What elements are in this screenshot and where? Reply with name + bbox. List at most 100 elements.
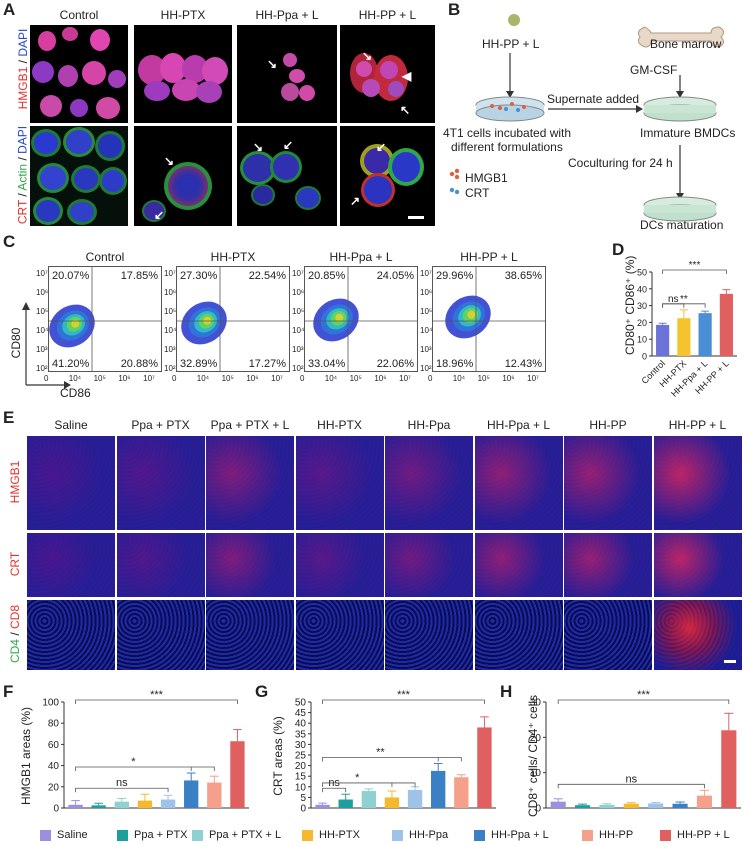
bar-ppa-ptx [91,805,106,808]
tissue-image [116,533,205,597]
tissue-image [295,436,384,530]
panel-label-f: F [3,682,14,701]
significance-label: ns [116,777,128,789]
y-tick-label: 0 [53,804,59,815]
bar-hh-ppa [160,799,176,808]
flow-y-tick: 10⁷ [292,269,304,279]
quadrant-ur-value: 17.85% [121,270,159,282]
flow-x-tick: 0 [300,374,305,383]
flow-x-tick: 10⁶ [374,374,387,383]
significance-bracket [322,782,393,787]
panel-label-e: E [3,408,15,427]
flow-y-axis-label: CD80 [9,327,23,359]
y-tick-label: 50 [295,698,307,709]
crt-stain-label: CRT [15,199,30,225]
bar-hh-ptx [137,800,153,808]
flow-plot-title: Control [85,250,125,264]
legend-label: HH-PP [599,829,634,841]
flow-y-tick: 10² [292,364,304,373]
quadrant-ul-value: 20.85% [308,270,346,282]
flow-x-tick: 10⁷ [143,374,155,383]
bar-hh-pp-l [721,730,737,808]
significance-label: *** [150,689,164,701]
quadrant-ll-value: 41.20% [52,358,90,370]
legend-swatch [117,829,128,841]
flow-plot-title: HH-Ppa + L [329,250,393,264]
flow-x-tick: 10⁵ [221,374,234,383]
flow-x-tick: 0 [428,374,433,383]
flow-y-tick: 10⁷ [36,269,48,279]
bar-saline [68,804,83,808]
flow-x-tick: 0 [44,374,49,383]
flow-y-tick: 10⁴ [36,326,49,336]
y-tick-label: 15 [295,772,307,783]
flow-y-tick: 10⁵ [420,307,433,317]
flow-y-tick: 10⁷ [164,269,176,279]
legend-swatch [40,829,51,841]
tissue-image [474,600,563,670]
bar-hh-pp [454,777,469,808]
tissue-column-header: HH-PP [589,418,627,432]
legend-label: HH-PTX [319,829,360,841]
significance-label: *** [637,689,651,701]
tissue-row-label: CD4 / CD8 [8,589,22,679]
significance-bracket [322,699,485,704]
micrograph-hmgb1-hhpp: ↘ ◀ ↖ [340,25,435,123]
bone-marrow-label: Bone marrow [650,37,722,51]
flow-x-tick: 10⁷ [399,374,411,383]
bar-hh-pp-l [719,293,733,356]
flow-x-tick: 10⁷ [271,374,283,383]
quadrant-ur-value: 22.54% [249,270,287,282]
tissue-column-header: HH-Ppa + L [486,418,551,432]
flow-y-tick: 10³ [292,345,304,355]
scale-bar [723,660,736,663]
tissue-image [653,533,742,597]
y-tick-label: 30 [530,698,542,709]
tissue-image [295,533,384,597]
immature-bmdc-label: Immature BMDCs [640,126,736,140]
tissue-column-header: HH-PTX [317,418,362,432]
legend-swatch [474,829,485,841]
significance-bracket [75,787,169,793]
label-separator: / [15,153,30,164]
tissue-image [206,436,294,530]
dapi-stain-label: DAPI [15,125,30,154]
tissue-row-label: HMGB1 [8,437,22,527]
significance-bracket [557,699,730,704]
flow-y-tick: 10² [36,364,48,373]
stain-name: / [8,629,22,640]
quadrant-ul-value: 29.96% [436,270,474,282]
panel-label-d: D [612,240,625,259]
flow-y-tick: 10² [420,364,432,373]
micrograph-crt-hhpp: ↙ ↗ [340,126,435,226]
significance-label: ns [626,773,638,785]
quadrant-ur-value: 24.05% [377,270,415,282]
cells-label-2: different formulations [451,140,563,154]
cells-label-1: 4T1 cells incubated with [443,126,572,140]
bar-control [656,324,670,356]
flow-x-tick: 10⁴ [452,374,466,383]
tissue-image [564,436,652,530]
bar-hh-ppa-l [431,770,446,808]
label-separator: / [16,56,30,67]
legend-item: Ppa + PTX [117,829,188,841]
tissue-image [206,533,294,597]
density-contour [335,313,344,322]
flow-x-tick: 10⁴ [196,374,210,383]
bar-hh-pp-l [477,727,492,808]
significance-bracket [322,757,439,762]
legend-label: HH-Ppa [409,829,449,841]
panel-label-b: B [448,0,461,19]
tissue-image [27,533,115,597]
y-tick-label: 60 [48,740,60,751]
significance-bracket [662,303,706,308]
bar-ppa-ptx [575,805,591,808]
flow-plot: 20.07% 17.85% 41.20% 20.88% [48,266,162,372]
quadrant-ll-value: 32.89% [180,358,218,370]
significance-bracket [557,783,705,789]
bar-hh-ptx [384,797,400,808]
stain-name: CRT [8,551,22,577]
gmcsf-label: GM-CSF [630,63,678,77]
